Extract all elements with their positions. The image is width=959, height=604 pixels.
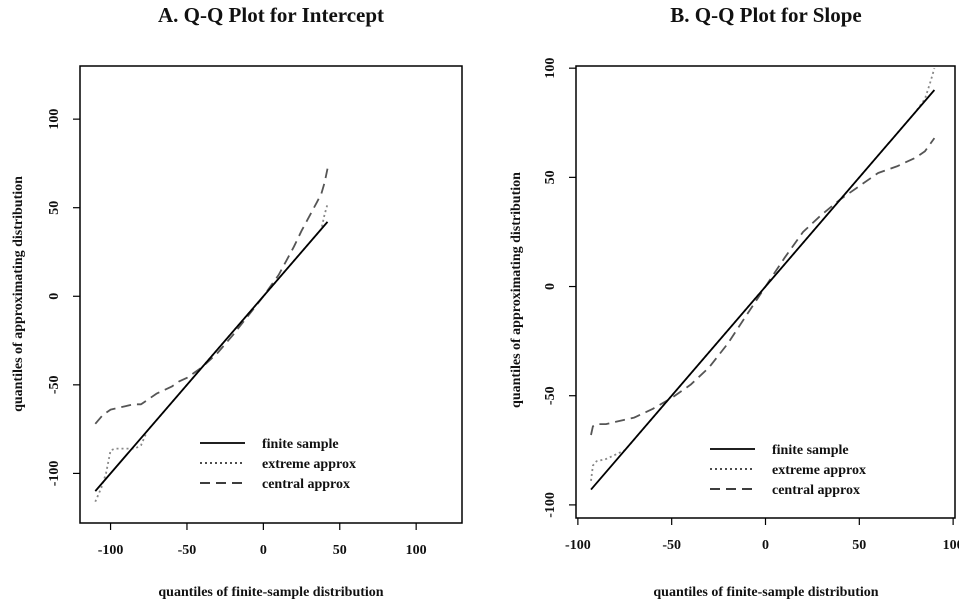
y-axis-label: quantiles of approximating distribution [11,176,26,412]
legend-label: extreme approx [772,463,866,478]
y-tick-label: 50 [543,170,558,184]
y-axis-label: quantiles of approximating distribution [509,172,524,408]
x-tick-label: 0 [762,538,769,553]
series-line-dotted-slope [590,67,936,482]
panel-slope: B. Q-Q Plot for Slope -100 -50 0 50 100 -100 -5… [509,3,959,600]
series-line-dashed-intercept [94,168,329,425]
y-tick-label: 50 [47,201,62,215]
x-tick-label: -50 [178,543,197,558]
x-tick-label: 50 [333,543,347,558]
y-tick-label: -100 [543,492,558,518]
legend-label: central approx [772,483,860,498]
x-tick-label: 100 [406,543,427,558]
chart-title-intercept: A. Q-Q Plot for Intercept [158,3,384,27]
x-tick-label: -50 [662,538,681,553]
y-tick-label: 0 [47,293,62,300]
x-tick-label: -100 [98,543,124,558]
x-tick-label: 0 [260,543,267,558]
x-tick-label: 100 [943,538,959,553]
y-tick-label: -50 [47,376,62,395]
y-tick-label: 100 [543,58,558,79]
legend-label: central approx [262,477,350,492]
plot-frame-intercept [79,65,463,524]
series-line-solid-slope [590,89,936,491]
x-axis-label: quantiles of finite-sample distribution [653,585,878,600]
y-tick-label: 0 [543,283,558,290]
x-tick-label: -100 [565,538,591,553]
legend-label: finite sample [262,437,339,452]
y-tick-label: 100 [47,109,62,130]
chart-title-slope: B. Q-Q Plot for Slope [670,3,862,27]
plot-frame-slope [575,65,956,519]
legend-slope: finite sample extreme approx central appro… [710,443,866,498]
series-line-dashed-slope [590,137,936,436]
series-line-solid-intercept [94,221,329,492]
legend-label: extreme approx [262,457,356,472]
x-tick-label: 50 [852,538,866,553]
legend-label: finite sample [772,443,849,458]
y-tick-label: -50 [543,386,558,405]
x-axis-label: quantiles of finite-sample distribution [158,585,383,600]
legend-intercept: finite sample extreme approx central appro… [200,437,356,492]
y-tick-label: -100 [47,461,62,487]
panel-intercept: A. Q-Q Plot for Intercept -100 -50 0 50 100 -1… [11,3,463,600]
